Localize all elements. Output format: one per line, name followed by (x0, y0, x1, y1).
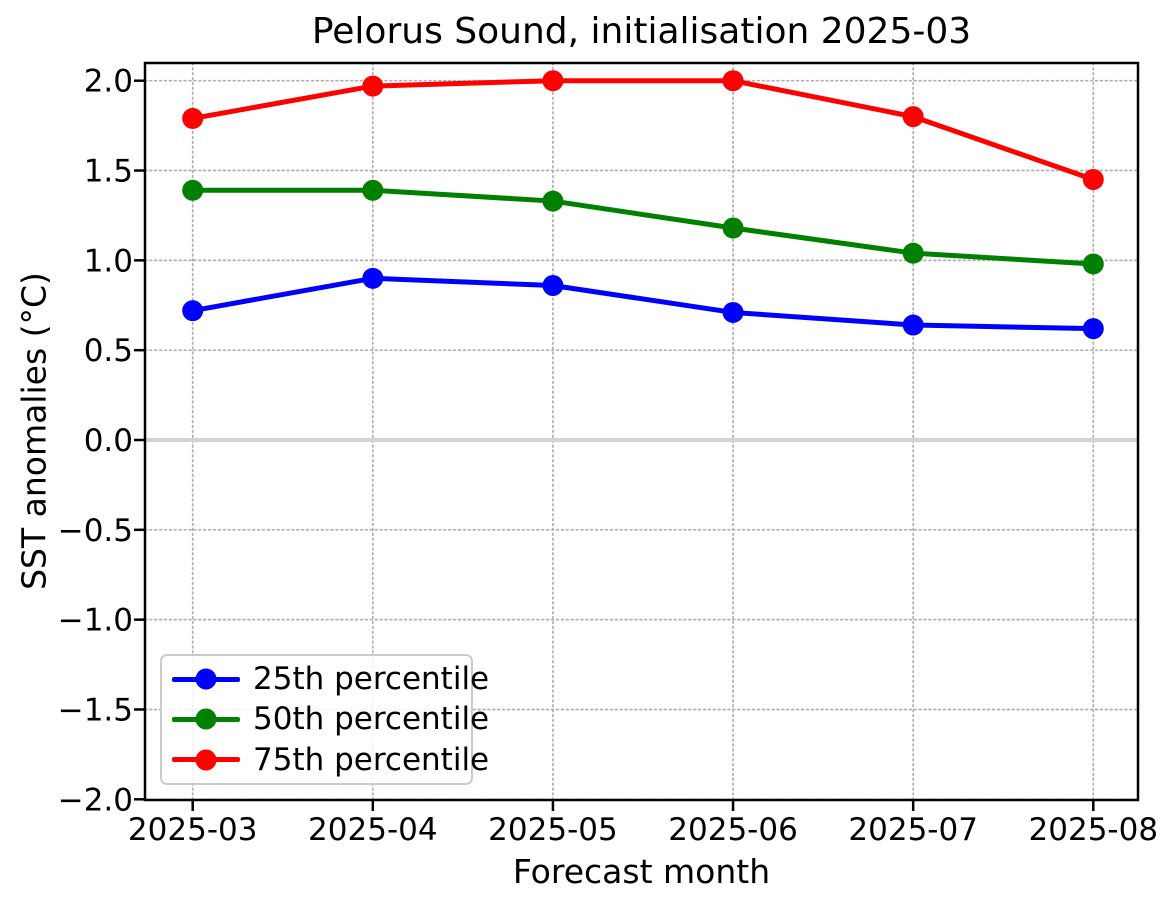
legend: 25th percentile 50th percentile 75th perce… (160, 654, 489, 785)
data-point (902, 242, 924, 264)
y-tick-label: 0.0 (84, 423, 133, 459)
x-tick-label: 2025-04 (308, 812, 438, 848)
data-point (1082, 169, 1104, 191)
y-tick-labels: 2.0 1.5 1.0 0.5 0.0 −0.5 −1.0 −1.5 −2.0 (58, 64, 133, 819)
y-tick-label: −0.5 (58, 513, 133, 549)
series-50th-percentile (182, 179, 1104, 275)
legend-dot-icon (195, 708, 217, 730)
data-point (182, 300, 204, 322)
legend-item: 25th percentile (172, 662, 489, 696)
axes-border (143, 61, 1140, 802)
legend-item: 50th percentile (172, 702, 489, 737)
data-point (542, 190, 564, 212)
y-tick-label: −2.0 (58, 782, 133, 818)
legend-label: 25th percentile (253, 661, 490, 698)
data-point (542, 70, 564, 92)
data-point (362, 267, 384, 289)
data-point (722, 217, 744, 239)
data-point (1082, 318, 1104, 340)
x-tick-labels: 2025-03 2025-04 2025-05 2025-06 2025-07 2025-… (128, 812, 1158, 848)
chart-title: Pelorus Sound, initialisation 2025-03 (311, 11, 972, 52)
series-75th-percentile (182, 70, 1104, 191)
x-tick-label: 2025-06 (668, 812, 798, 848)
legend-line-marker-icon (172, 749, 240, 771)
tick-marks (134, 79, 1095, 811)
data-point (902, 314, 924, 336)
legend-dot-icon (195, 749, 217, 771)
data-point (362, 75, 384, 97)
data-point (722, 301, 744, 323)
data-point (542, 275, 564, 297)
data-point (182, 179, 204, 201)
data-point (1082, 253, 1104, 275)
y-tick-label: 0.5 (84, 333, 133, 369)
x-tick-label: 2025-05 (488, 812, 618, 848)
legend-item: 75th percentile (172, 743, 489, 777)
data-point (182, 107, 204, 129)
x-tick-label: 2025-03 (128, 812, 258, 848)
data-point (362, 179, 384, 201)
series-25th-percentile (182, 267, 1104, 340)
legend-line-marker-icon (172, 708, 240, 730)
y-tick-label: 1.0 (84, 243, 133, 279)
y-tick-label: 2.0 (84, 64, 133, 100)
data-point (902, 106, 924, 128)
y-tick-label: −1.5 (58, 692, 133, 728)
y-tick-label: −1.0 (58, 603, 133, 639)
data-point (722, 70, 744, 92)
legend-dot-icon (195, 668, 217, 690)
legend-line-marker-icon (172, 668, 240, 690)
legend-label: 50th percentile (253, 701, 490, 738)
legend-label: 75th percentile (253, 741, 490, 778)
y-tick-label: 1.5 (84, 154, 133, 190)
x-axis-label: Forecast month (512, 852, 771, 891)
x-tick-label: 2025-08 (1029, 812, 1159, 848)
x-tick-label: 2025-07 (848, 812, 978, 848)
